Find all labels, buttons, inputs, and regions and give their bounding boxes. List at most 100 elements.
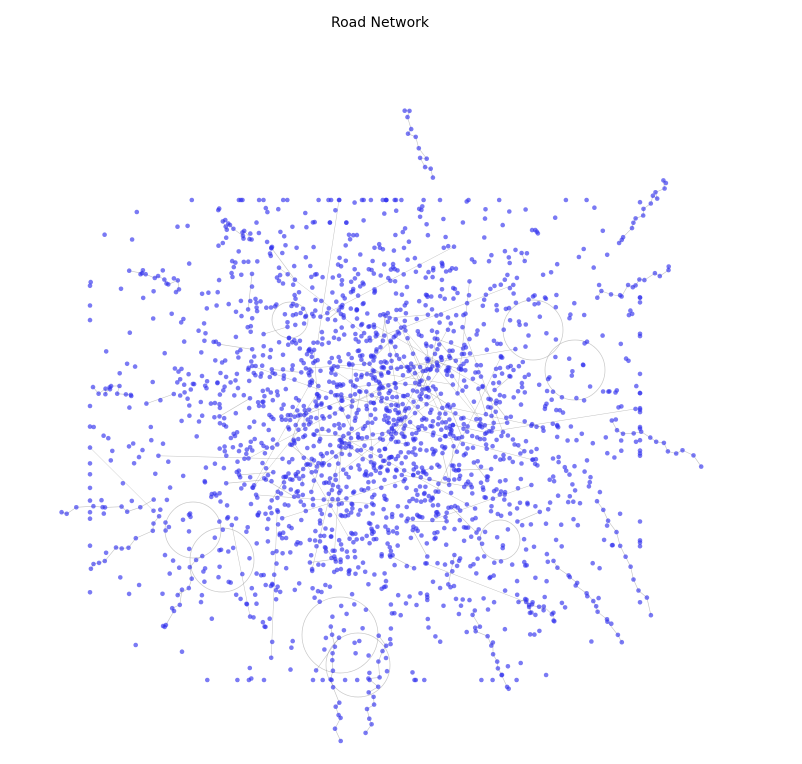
road-node — [354, 410, 360, 416]
road-node — [657, 273, 663, 279]
road-node — [518, 476, 524, 482]
road-node — [476, 370, 481, 375]
road-node — [166, 524, 172, 530]
road-node — [106, 435, 111, 441]
road-node — [403, 328, 408, 333]
road-node — [388, 338, 394, 344]
road-node — [337, 425, 343, 431]
road-node — [453, 411, 458, 416]
road-node — [383, 655, 389, 661]
road-node — [367, 540, 372, 546]
road-node — [422, 164, 428, 170]
road-node — [452, 286, 458, 292]
road-node — [662, 186, 667, 191]
road-edge — [311, 447, 342, 570]
road-node — [501, 452, 506, 458]
road-node — [280, 197, 286, 203]
road-node — [355, 448, 360, 453]
road-node — [343, 258, 349, 264]
road-node — [217, 491, 222, 496]
edge-layer — [61, 110, 702, 742]
road-node — [239, 486, 244, 491]
road-node — [399, 292, 405, 298]
road-node — [329, 534, 334, 539]
road-node — [490, 652, 496, 657]
road-node — [464, 429, 470, 434]
road-node — [478, 464, 484, 470]
road-node — [329, 555, 334, 561]
road-node — [249, 237, 254, 242]
road-node — [442, 525, 447, 531]
road-edge — [616, 531, 621, 546]
road-node — [335, 392, 340, 398]
road-node — [513, 300, 519, 306]
road-node — [162, 350, 167, 356]
road-node — [255, 400, 261, 405]
road-node — [311, 478, 317, 483]
road-node — [537, 628, 542, 634]
road-node — [353, 531, 358, 536]
road-node — [338, 559, 343, 565]
road-node — [623, 554, 628, 559]
road-node — [198, 599, 204, 605]
road-node — [552, 619, 557, 624]
road-node — [443, 411, 448, 417]
road-node — [518, 402, 524, 407]
road-node — [262, 451, 268, 456]
road-edge — [517, 511, 540, 522]
road-node — [417, 155, 423, 161]
road-node — [490, 496, 496, 502]
road-node — [464, 300, 470, 306]
road-node — [428, 498, 434, 503]
road-node — [338, 715, 343, 721]
road-node — [216, 277, 222, 283]
road-node — [451, 244, 457, 249]
road-node — [288, 487, 294, 492]
road-node — [348, 465, 354, 471]
road-node — [208, 401, 214, 406]
road-node — [461, 426, 466, 432]
road-node — [423, 368, 429, 374]
road-node — [260, 460, 265, 466]
road-node — [276, 278, 282, 284]
road-node — [401, 478, 407, 484]
road-node — [320, 677, 326, 683]
road-node — [281, 234, 287, 239]
road-node — [449, 266, 455, 271]
road-node — [152, 275, 158, 281]
road-node — [378, 345, 383, 350]
road-node — [330, 614, 335, 619]
road-node — [344, 484, 349, 490]
road-node — [261, 399, 266, 405]
road-node — [526, 297, 531, 302]
road-node — [442, 433, 448, 439]
road-edge — [491, 408, 636, 432]
road-node — [392, 279, 398, 284]
road-node — [641, 206, 646, 212]
road-node — [620, 431, 626, 437]
road-edge — [271, 369, 302, 373]
road-node — [451, 328, 457, 334]
road-node — [348, 435, 354, 441]
road-node — [416, 298, 422, 304]
road-node — [245, 324, 250, 330]
road-node — [519, 380, 525, 386]
road-node — [691, 453, 696, 458]
road-node — [327, 512, 333, 518]
road-node — [306, 407, 312, 413]
road-node — [666, 264, 671, 269]
road-node — [261, 344, 267, 349]
road-node — [383, 524, 388, 529]
road-node — [453, 266, 459, 272]
road-node — [389, 358, 394, 364]
road-node — [254, 220, 259, 225]
road-node — [405, 131, 411, 136]
road-node — [332, 317, 338, 323]
road-node — [435, 422, 441, 427]
road-node — [372, 407, 378, 412]
road-node — [394, 394, 400, 400]
road-node — [321, 497, 327, 502]
road-node — [410, 496, 416, 502]
road-node — [469, 472, 474, 478]
